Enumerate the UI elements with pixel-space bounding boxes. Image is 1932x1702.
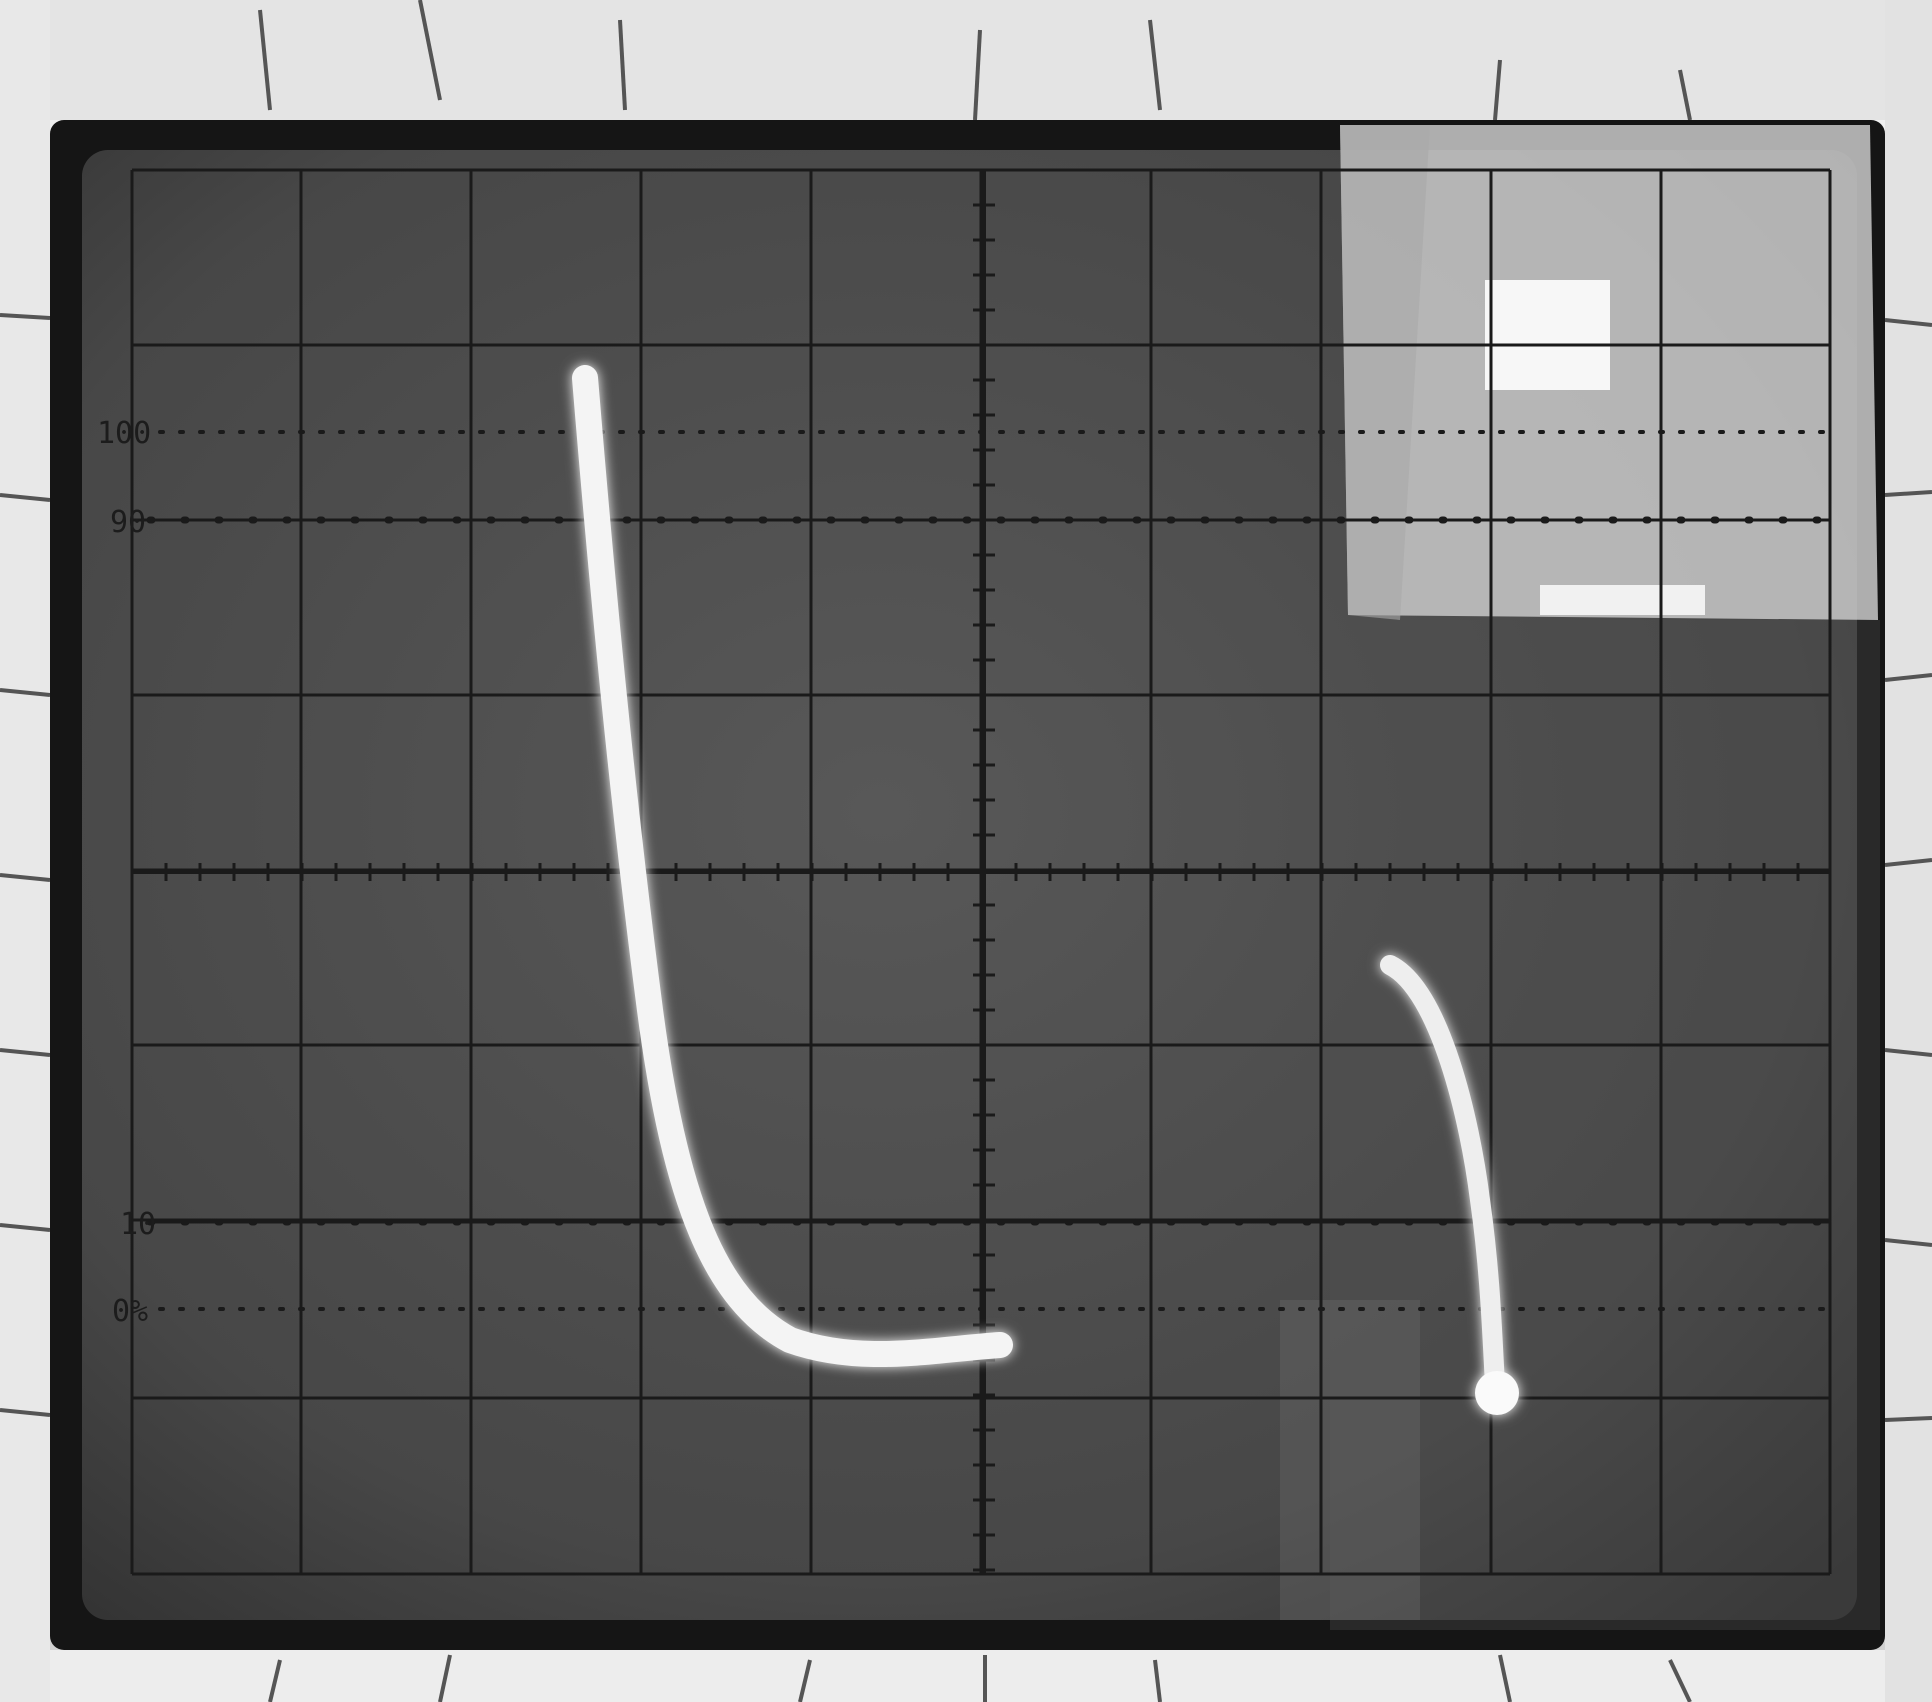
signal-traces [572, 365, 1519, 1415]
label-100: 100 [97, 416, 151, 451]
label-90: 90 [110, 505, 146, 540]
glare-reflection [1280, 125, 1880, 1630]
left-scale: 100 90 10 0% [97, 416, 156, 1329]
trace-end-spot [1475, 1371, 1519, 1415]
label-10: 10 [120, 1207, 156, 1242]
label-0-percent: 0% [112, 1294, 148, 1329]
trace-falling-edge-2 [1380, 955, 1505, 1395]
trace-falling-edge-1 [572, 365, 1013, 1367]
dotted-reference-lines [158, 430, 1832, 1311]
minor-ticks [130, 168, 1800, 1572]
